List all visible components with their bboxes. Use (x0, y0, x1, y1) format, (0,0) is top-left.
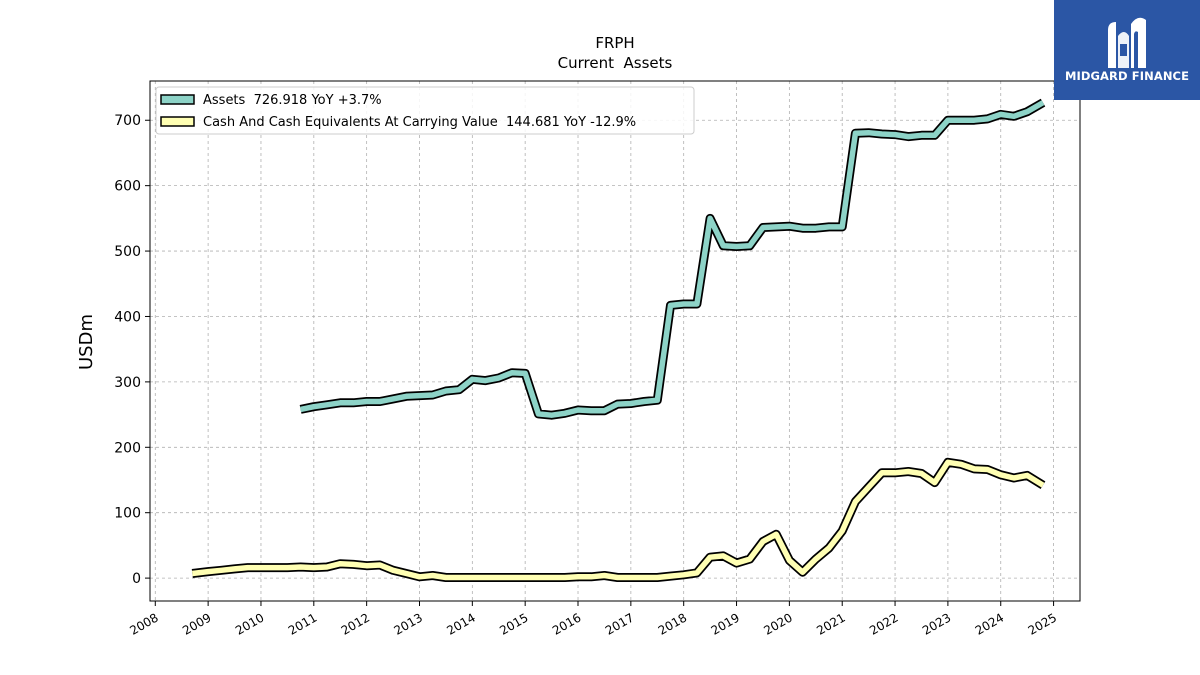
x-tick-label: 2022 (867, 610, 900, 637)
x-tick-label: 2017 (603, 610, 636, 637)
legend-swatch-assets (160, 94, 195, 105)
brand-logo: MIDGARD FINANCE (1054, 0, 1200, 100)
y-tick-label: 100 (114, 506, 141, 522)
x-tick-label: 2013 (392, 610, 425, 637)
y-tick-label: 0 (132, 571, 141, 587)
y-tick-label: 700 (114, 113, 141, 129)
series-line-cash (191, 459, 1045, 581)
x-tick-label: 2021 (814, 610, 847, 637)
x-tick-label: 2009 (180, 610, 213, 637)
legend-swatch-cash (160, 116, 195, 127)
y-tick-label: 600 (114, 179, 141, 195)
y-axis-label: USDm (76, 314, 97, 370)
grid (150, 81, 1080, 601)
midgard-logo-icon (1108, 17, 1146, 68)
x-tick-label: 2019 (709, 610, 742, 637)
y-tick-label: 500 (114, 244, 141, 260)
chart-subtitle: Current Assets (558, 54, 673, 72)
series-line-assets (300, 100, 1045, 418)
y-tick-label: 300 (114, 375, 141, 391)
x-tick-label: 2015 (497, 610, 530, 637)
legend-box (155, 86, 695, 135)
series-layer (191, 98, 1046, 582)
ticks: 0 100 200 300 400 500 600 700 2008 2009 2010 2011 20… (114, 113, 1059, 638)
x-tick-label: 2011 (286, 610, 319, 637)
x-tick-label: 2014 (444, 610, 477, 637)
x-tick-label: 2012 (339, 610, 372, 637)
legend: Assets 726.918 YoY +3.7% Cash And Cash E… (155, 86, 695, 135)
y-tick-label: 200 (114, 440, 141, 456)
series-outline-assets (299, 98, 1046, 420)
x-tick-label: 2024 (973, 610, 1006, 637)
x-tick-label: 2010 (233, 610, 266, 637)
x-tick-label: 2020 (761, 610, 794, 637)
plot-frame (149, 80, 1081, 602)
x-tick-label: 2016 (550, 610, 583, 637)
chart-title: FRPH (595, 34, 634, 52)
series-outline-cash (191, 457, 1046, 582)
brand-name: MIDGARD FINANCE (1064, 69, 1190, 83)
legend-label-assets: Assets 726.918 YoY +3.7% (203, 93, 382, 108)
y-tick-label: 400 (114, 309, 141, 325)
x-tick-label: 2025 (1026, 610, 1059, 637)
legend-label-cash: Cash And Cash Equivalents At Carrying Va… (203, 115, 636, 130)
x-tick-label: 2018 (656, 610, 689, 637)
x-tick-label: 2008 (127, 610, 160, 637)
x-tick-label: 2023 (920, 610, 953, 637)
